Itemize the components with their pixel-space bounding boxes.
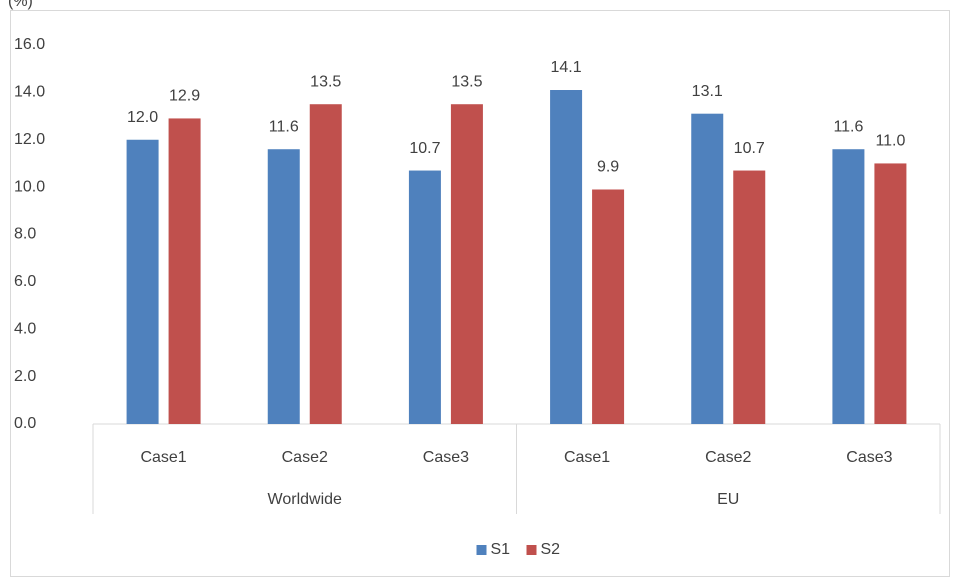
x-tick-label: Case1 xyxy=(564,449,610,466)
bar xyxy=(550,90,583,424)
x-tick-label: Case2 xyxy=(705,449,751,466)
bar xyxy=(874,163,907,424)
bar xyxy=(267,149,300,424)
y-tick-label: 14.0 xyxy=(14,84,45,101)
x-tick-label: Case2 xyxy=(282,449,328,466)
group-label: Worldwide xyxy=(268,491,343,508)
legend-swatch xyxy=(476,545,487,555)
y-tick-label: 4.0 xyxy=(14,320,36,337)
data-label: 14.1 xyxy=(551,59,582,76)
data-label: 13.5 xyxy=(310,73,341,90)
y-tick-label: 0.0 xyxy=(14,415,36,432)
y-tick-label: 12.0 xyxy=(14,131,45,148)
bar xyxy=(309,104,342,424)
data-label: 11.6 xyxy=(833,118,863,135)
data-label: 13.1 xyxy=(692,83,723,100)
data-label: 12.0 xyxy=(127,109,158,126)
bar xyxy=(168,118,201,425)
data-label: 9.9 xyxy=(597,159,619,176)
x-tick-label: Case3 xyxy=(846,449,892,466)
bar xyxy=(691,113,724,424)
bar xyxy=(450,104,483,424)
legend-label: S1 xyxy=(491,541,511,558)
bar xyxy=(832,149,865,424)
data-label: 12.9 xyxy=(169,88,200,105)
data-label: 10.7 xyxy=(734,140,765,157)
y-tick-label: 16.0 xyxy=(14,36,45,53)
data-label: 10.7 xyxy=(409,140,440,157)
data-label: 11.0 xyxy=(875,133,905,150)
group-label: EU xyxy=(717,491,739,508)
bar xyxy=(733,170,766,424)
x-tick-label: Case3 xyxy=(423,449,469,466)
legend-label: S2 xyxy=(541,541,561,558)
y-tick-label: 10.0 xyxy=(14,178,45,195)
data-label: 11.6 xyxy=(269,118,299,135)
bar xyxy=(592,189,625,424)
y-tick-label: 2.0 xyxy=(14,368,36,385)
x-tick-label: Case1 xyxy=(140,449,186,466)
legend-swatch xyxy=(526,545,537,555)
bar xyxy=(408,170,441,424)
y-tick-label: 8.0 xyxy=(14,226,36,243)
y-axis-label: (%) xyxy=(8,0,33,10)
chart-frame xyxy=(10,10,950,577)
bar xyxy=(126,139,159,424)
y-tick-label: 6.0 xyxy=(14,273,36,290)
data-label: 13.5 xyxy=(451,73,482,90)
